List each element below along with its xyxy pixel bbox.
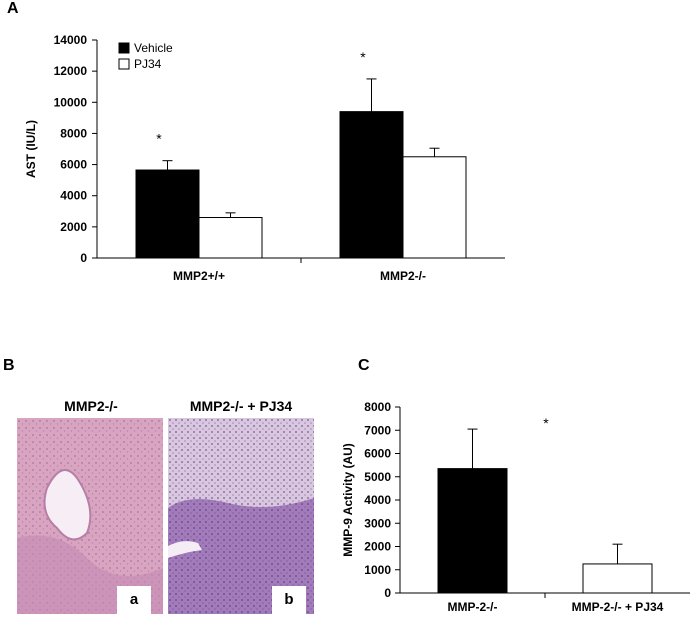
chart-a-significance-star: * <box>360 49 366 65</box>
chart-a-legend-label: Vehicle <box>134 41 173 55</box>
chart-c-y-tick-label: 5000 <box>364 470 391 484</box>
chart-c-y-axis-label: MMP-9 Activity (AU) <box>341 443 355 557</box>
chart-a-y-tick-label: 4000 <box>60 189 87 203</box>
chart-c-y-tick-label: 8000 <box>364 400 391 414</box>
chart-c-y-tick-label: 4000 <box>364 493 391 507</box>
chart-a-y-tick-label: 10000 <box>54 95 88 109</box>
chart-c-y-tick-label: 0 <box>384 586 391 600</box>
panel-letter-a: A <box>7 0 19 17</box>
chart-a-x-tick-label: MMP2-/- <box>380 269 426 283</box>
chart-c-y-tick-label: 6000 <box>364 447 391 461</box>
chart-a-x-tick-label: MMP2+/+ <box>173 269 225 283</box>
chart-a-y-tick-label: 6000 <box>60 158 87 172</box>
chart-a-y-tick-label: 2000 <box>60 220 87 234</box>
chart-c-bar-mmp2-knockout <box>437 468 508 594</box>
chart-c-x-tick-label: MMP-2-/- <box>448 600 498 614</box>
image-label-b: b <box>272 586 306 614</box>
chart-c-significance-star: * <box>543 415 549 431</box>
panel-letter-b: B <box>3 357 15 374</box>
chart-a-bar-vehicle <box>339 111 404 259</box>
chart-a-y-axis-label: AST (IU/L) <box>24 120 38 178</box>
chart-c-y-tick-label: 1000 <box>364 563 391 577</box>
panel-letter-c: C <box>358 357 370 374</box>
chart-a-bar-vehicle <box>135 169 200 259</box>
histology-image-mmp2-knockout-pj34: b <box>168 418 314 614</box>
histology-image-mmp2-knockout: a <box>17 418 163 614</box>
micro-title-right: MMP2-/- + PJ34 <box>189 398 293 414</box>
chart-a-legend-label: PJ34 <box>134 57 162 71</box>
chart-c-y-tick-label: 3000 <box>364 516 391 530</box>
chart-a-y-tick-label: 12000 <box>54 64 88 78</box>
chart-a-bar-pj34 <box>198 217 263 259</box>
chart-c-y-tick-label: 2000 <box>364 540 391 554</box>
chart-c-bar-mmp2-knockout-pj34 <box>582 563 653 594</box>
chart-a-bar-pj34 <box>402 156 467 259</box>
chart-c-y-tick-label: 7000 <box>364 423 391 437</box>
chart-a-legend-swatch <box>118 58 130 70</box>
chart-a-y-tick-label: 8000 <box>60 126 87 140</box>
chart-a-significance-star: * <box>156 131 162 147</box>
chart-a-y-tick-label: 14000 <box>54 33 88 47</box>
chart-a-legend-swatch <box>118 42 130 54</box>
micro-title-left: MMP2-/- <box>64 398 118 414</box>
chart-a-y-tick-label: 0 <box>80 251 87 265</box>
image-label-a: a <box>117 586 151 614</box>
chart-c-x-tick-label: MMP-2-/- + PJ34 <box>572 600 664 614</box>
